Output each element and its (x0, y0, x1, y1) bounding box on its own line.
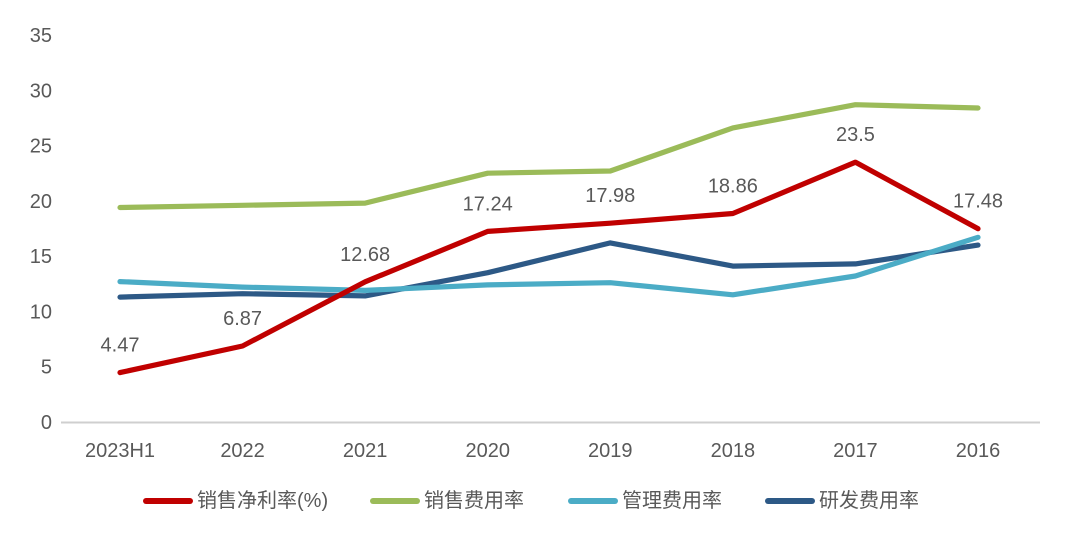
y-axis-tick-label: 35 (30, 25, 52, 47)
data-label: 23.5 (836, 124, 875, 146)
y-axis-tick-label: 30 (30, 80, 52, 102)
y-axis-tick-label: 5 (41, 357, 52, 379)
data-label: 17.98 (585, 185, 635, 207)
y-axis-tick-label: 0 (41, 412, 52, 434)
x-axis-category-label: 2016 (956, 440, 1001, 462)
x-axis-category-label: 2023H1 (85, 440, 155, 462)
x-axis-category-label: 2018 (711, 440, 756, 462)
series-line-2 (117, 234, 981, 298)
x-axis-category-label: 2022 (220, 440, 265, 462)
x-axis-category-label: 2017 (833, 440, 878, 462)
data-label: 17.48 (953, 191, 1003, 213)
y-axis-tick-label: 25 (30, 136, 52, 158)
data-label: 12.68 (340, 244, 390, 266)
data-label: 6.87 (223, 308, 262, 330)
data-label: 4.47 (101, 335, 140, 357)
x-axis-category-label: 2021 (343, 440, 388, 462)
series-line-1 (117, 102, 981, 211)
data-label: 17.24 (463, 193, 513, 215)
y-axis-tick-label: 20 (30, 191, 52, 213)
series-line-0 (117, 159, 981, 376)
x-axis-category-label: 2020 (465, 440, 510, 462)
x-axis-category-label: 2019 (588, 440, 633, 462)
series-line-3 (117, 240, 981, 300)
y-axis-tick-label: 15 (30, 246, 52, 268)
data-label: 18.86 (708, 175, 758, 197)
y-axis-tick-label: 10 (30, 301, 52, 323)
